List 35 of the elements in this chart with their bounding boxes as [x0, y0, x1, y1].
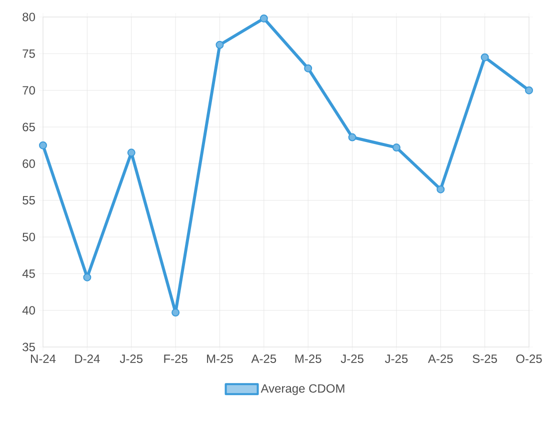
y-tick-label: 70: [22, 86, 36, 95]
point: [172, 308, 180, 317]
x-tick-label: M-25: [295, 354, 322, 364]
legend-label: Average CDOM: [260, 384, 344, 396]
point: [436, 185, 445, 194]
y-tick-label: 65: [22, 122, 35, 132]
x-tick-label: J-25: [340, 354, 364, 364]
point: [304, 64, 312, 72]
point: [480, 53, 489, 62]
x-tick-label: F-25: [164, 354, 188, 364]
y-tick-label: 60: [22, 159, 36, 168]
y-tick-label: 40: [22, 306, 36, 315]
x-tick-label: A-25: [428, 354, 453, 364]
point: [39, 141, 47, 150]
x-tick-label: D-24: [75, 354, 100, 363]
x-tick-label: M-25: [207, 354, 233, 364]
point: [83, 273, 92, 282]
y-tick-label: 45: [22, 269, 35, 278]
point: [348, 133, 356, 142]
x-tick-label: O-25: [516, 354, 542, 364]
x-tick-label: J-25: [120, 354, 143, 364]
point: [260, 14, 268, 22]
point: [216, 40, 224, 49]
x-tick-label: N-24: [30, 354, 56, 363]
y-tick-label: 75: [22, 49, 35, 58]
x-tick-label: J-25: [384, 354, 408, 364]
point: [392, 144, 400, 152]
y-tick-label: 35: [22, 342, 35, 352]
point: [127, 148, 136, 157]
y-tick-label: 55: [22, 196, 35, 205]
y-tick-label: 80: [22, 12, 36, 22]
x-tick-label: A-25: [251, 354, 276, 364]
point: [525, 86, 534, 94]
x-tick-label: S-25: [472, 354, 497, 364]
y-tick-label: 50: [22, 232, 36, 242]
